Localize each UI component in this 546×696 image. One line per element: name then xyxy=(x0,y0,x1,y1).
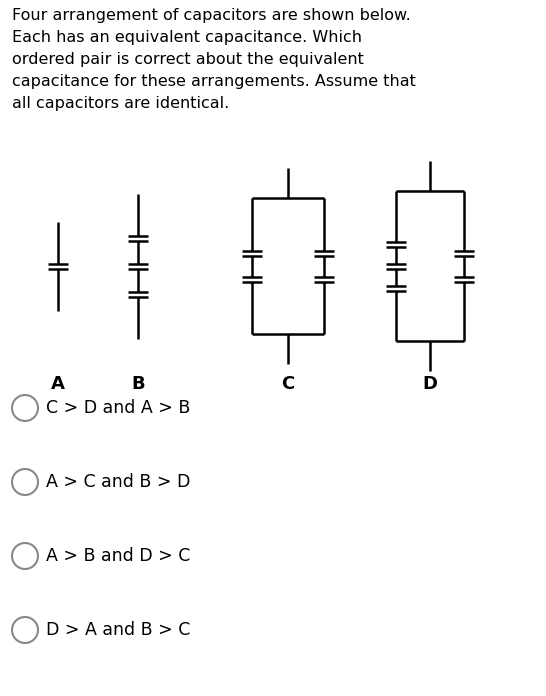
Text: C: C xyxy=(281,375,295,393)
Text: D: D xyxy=(423,375,437,393)
Text: ordered pair is correct about the equivalent: ordered pair is correct about the equiva… xyxy=(12,52,364,67)
Text: D > A and B > C: D > A and B > C xyxy=(46,621,191,639)
Text: Four arrangement of capacitors are shown below.: Four arrangement of capacitors are shown… xyxy=(12,8,411,23)
Text: A: A xyxy=(51,375,65,393)
Text: C > D and A > B: C > D and A > B xyxy=(46,399,191,417)
Text: Each has an equivalent capacitance. Which: Each has an equivalent capacitance. Whic… xyxy=(12,30,362,45)
Text: A > B and D > C: A > B and D > C xyxy=(46,547,191,565)
Text: B: B xyxy=(131,375,145,393)
Text: all capacitors are identical.: all capacitors are identical. xyxy=(12,96,229,111)
Text: capacitance for these arrangements. Assume that: capacitance for these arrangements. Assu… xyxy=(12,74,416,89)
Text: A > C and B > D: A > C and B > D xyxy=(46,473,191,491)
